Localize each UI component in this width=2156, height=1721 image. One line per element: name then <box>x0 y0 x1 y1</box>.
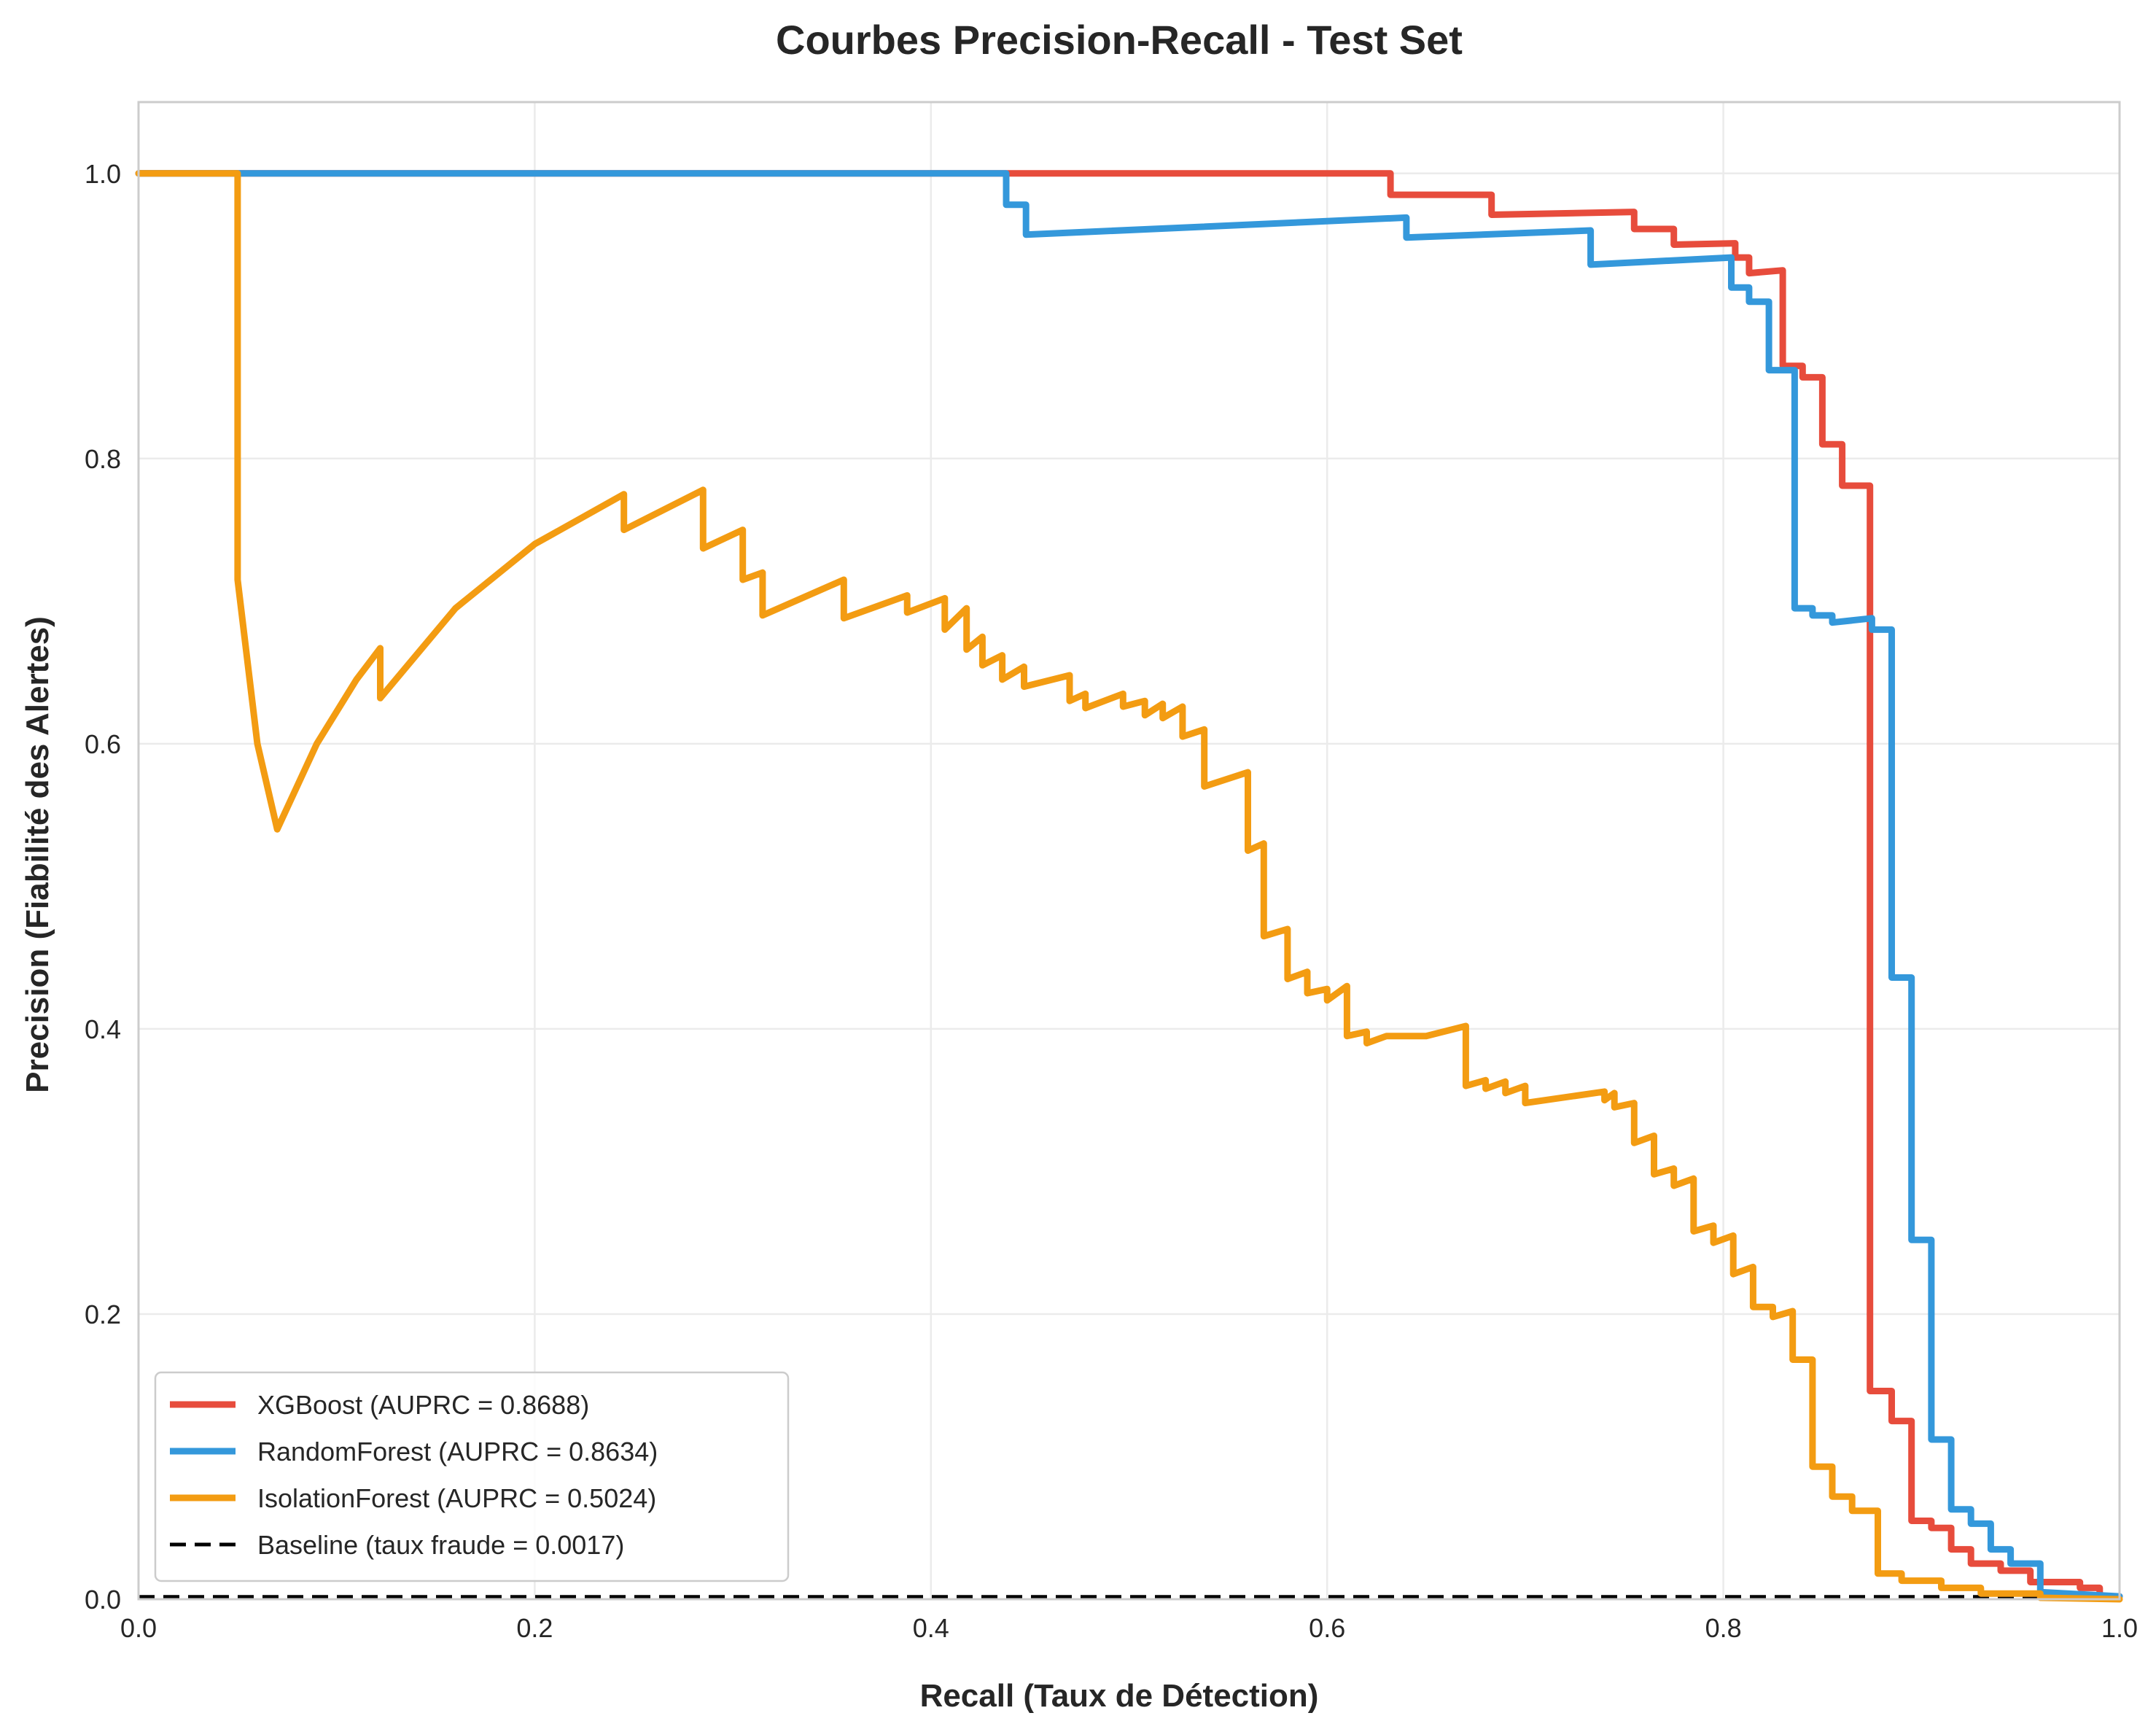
legend-label: XGBoost (AUPRC = 0.8688) <box>257 1390 589 1420</box>
legend-label: Baseline (taux fraude = 0.0017) <box>257 1530 624 1560</box>
y-tick-label: 0.0 <box>85 1585 121 1615</box>
y-tick-label: 1.0 <box>85 159 121 189</box>
y-tick-label: 0.4 <box>85 1014 121 1044</box>
x-tick-label: 0.0 <box>120 1613 157 1643</box>
x-axis-ticks: 0.0 0.2 0.4 0.6 0.8 1.0 <box>120 1613 2138 1643</box>
x-axis-label: Recall (Taux de Détection) <box>920 1678 1319 1714</box>
legend-label: IsolationForest (AUPRC = 0.5024) <box>257 1483 656 1513</box>
x-tick-label: 0.4 <box>913 1613 949 1643</box>
series-line-1 <box>135 170 2123 1600</box>
plot-frame <box>137 101 2121 1601</box>
series-layer <box>135 170 2123 1603</box>
legend-box <box>154 1371 790 1582</box>
x-tick-label: 1.0 <box>2101 1613 2138 1643</box>
chart-title: Courbes Precision-Recall - Test Set <box>776 17 1463 63</box>
series-line-0 <box>135 170 2123 1600</box>
series-line-2 <box>135 170 2123 1603</box>
x-tick-label: 0.8 <box>1705 1613 1742 1643</box>
y-axis-ticks: 0.0 0.2 0.4 0.6 0.8 1.0 <box>85 159 121 1615</box>
y-tick-label: 0.8 <box>85 444 121 474</box>
legend: XGBoost (AUPRC = 0.8688) RandomForest (AU… <box>154 1371 790 1582</box>
y-axis-label: Precision (Fiabilité des Alertes) <box>20 616 55 1093</box>
x-tick-label: 0.2 <box>516 1613 553 1643</box>
x-tick-label: 0.6 <box>1309 1613 1345 1643</box>
y-tick-label: 0.2 <box>85 1300 121 1329</box>
y-tick-label: 0.6 <box>85 729 121 759</box>
legend-label: RandomForest (AUPRC = 0.8634) <box>257 1437 658 1466</box>
